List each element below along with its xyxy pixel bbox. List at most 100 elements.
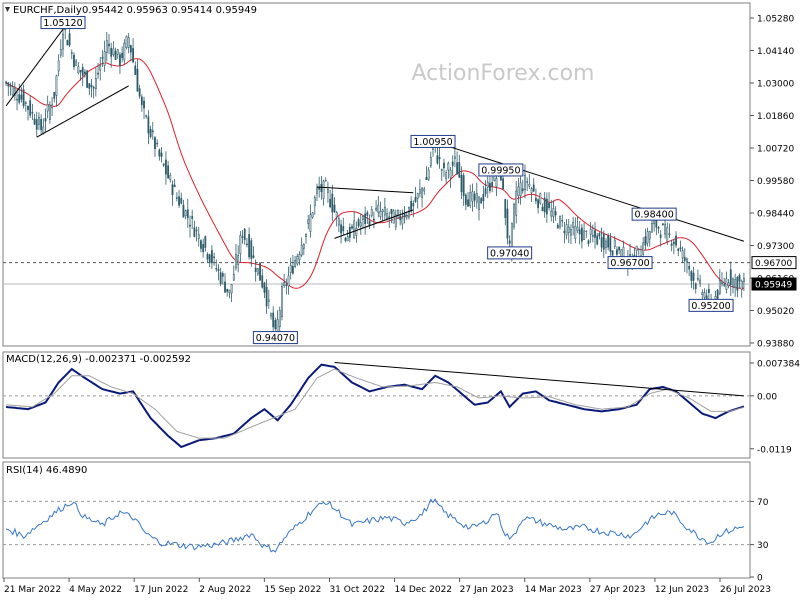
candle-body bbox=[119, 54, 121, 66]
candle-body bbox=[11, 86, 14, 95]
candle-body bbox=[75, 60, 78, 66]
candle-body bbox=[289, 265, 292, 273]
candle bbox=[204, 235, 207, 252]
candle-body bbox=[447, 162, 450, 171]
candle-body bbox=[657, 227, 660, 229]
candle bbox=[537, 198, 540, 214]
candle-body bbox=[294, 259, 296, 267]
candle bbox=[136, 59, 139, 92]
candle-body bbox=[697, 278, 699, 280]
price-header: EURCHF,Daily 0.95442 0.95963 0.95414 0.9… bbox=[5, 5, 257, 16]
candle bbox=[116, 49, 119, 59]
candle-body bbox=[445, 172, 448, 180]
candle bbox=[108, 33, 110, 55]
candle bbox=[539, 192, 542, 205]
candle bbox=[436, 147, 439, 165]
price-level-box bbox=[751, 256, 797, 270]
candle bbox=[707, 283, 710, 300]
candle-body bbox=[379, 210, 382, 218]
candle bbox=[66, 39, 69, 46]
time-tick-label: 4 May 2022 bbox=[69, 585, 122, 595]
candle-body bbox=[427, 169, 430, 180]
candle-body bbox=[73, 54, 75, 67]
candle bbox=[171, 180, 174, 206]
price-tick-label: 1.01860 bbox=[757, 112, 794, 122]
candle bbox=[20, 87, 23, 103]
annotation-label: 1.05120 bbox=[43, 18, 82, 29]
candle-body bbox=[672, 241, 675, 245]
candle bbox=[729, 261, 732, 296]
candle-body bbox=[287, 275, 290, 287]
candle-body bbox=[300, 245, 303, 256]
price-level-box bbox=[751, 277, 797, 291]
candle bbox=[504, 198, 507, 226]
candle bbox=[289, 257, 292, 280]
candle bbox=[379, 201, 382, 221]
candle bbox=[44, 108, 47, 133]
candle-body bbox=[81, 67, 84, 76]
candle-body bbox=[210, 250, 213, 264]
candle-body bbox=[460, 174, 463, 193]
price-tick-label: 0.97300 bbox=[757, 242, 794, 252]
candle-body bbox=[648, 231, 651, 240]
candle-body bbox=[307, 219, 310, 224]
candle-body bbox=[160, 152, 163, 157]
candle bbox=[27, 105, 29, 121]
collapse-arrow-icon[interactable] bbox=[5, 7, 10, 12]
candle-body bbox=[589, 228, 592, 235]
candle bbox=[703, 288, 706, 301]
candle bbox=[248, 227, 251, 260]
time-tick-label: 26 Jul 2023 bbox=[720, 585, 771, 595]
candle bbox=[38, 112, 40, 131]
candle bbox=[62, 26, 64, 57]
candle bbox=[186, 198, 189, 228]
candle-body bbox=[208, 254, 211, 263]
candle bbox=[90, 78, 93, 98]
time-tick-label: 21 Mar 2022 bbox=[4, 585, 61, 595]
candle bbox=[246, 238, 248, 248]
candle bbox=[732, 277, 734, 294]
candle-body bbox=[20, 94, 23, 100]
candle-body bbox=[145, 115, 148, 117]
candle-body bbox=[664, 224, 666, 235]
candle-body bbox=[729, 269, 732, 286]
candle-body bbox=[311, 212, 314, 218]
candle-body bbox=[502, 178, 504, 190]
candle bbox=[73, 52, 75, 71]
candle bbox=[263, 281, 266, 299]
annotation-box bbox=[688, 298, 734, 312]
candle-body bbox=[138, 88, 141, 97]
candle bbox=[355, 221, 358, 243]
candle bbox=[129, 44, 132, 61]
candle-body bbox=[449, 169, 452, 179]
candle-body bbox=[727, 282, 730, 287]
candle bbox=[583, 222, 585, 240]
candle-body bbox=[331, 193, 334, 213]
candle-body bbox=[228, 289, 231, 294]
candle-body bbox=[125, 36, 128, 48]
candle bbox=[613, 235, 616, 250]
price-level-label: 0.95949 bbox=[755, 281, 792, 291]
candle bbox=[145, 114, 148, 119]
candle-body bbox=[554, 211, 557, 216]
candle bbox=[193, 220, 196, 238]
candle-body bbox=[62, 33, 64, 50]
candle bbox=[84, 69, 86, 78]
candle-body bbox=[370, 209, 373, 217]
candle bbox=[184, 209, 187, 220]
candle bbox=[697, 269, 699, 282]
candle-body bbox=[57, 60, 60, 72]
candle bbox=[727, 278, 730, 289]
candle bbox=[151, 121, 154, 140]
candle-body bbox=[482, 194, 485, 202]
candle-body bbox=[298, 254, 301, 261]
candle-body bbox=[738, 275, 741, 282]
time-tick-label: 15 Sep 2022 bbox=[264, 585, 321, 595]
candle bbox=[364, 206, 367, 235]
candle-body bbox=[591, 234, 594, 237]
candle bbox=[114, 47, 117, 60]
candle-body bbox=[250, 240, 253, 259]
candle bbox=[11, 81, 14, 98]
candle bbox=[121, 46, 124, 63]
candle bbox=[377, 196, 380, 218]
